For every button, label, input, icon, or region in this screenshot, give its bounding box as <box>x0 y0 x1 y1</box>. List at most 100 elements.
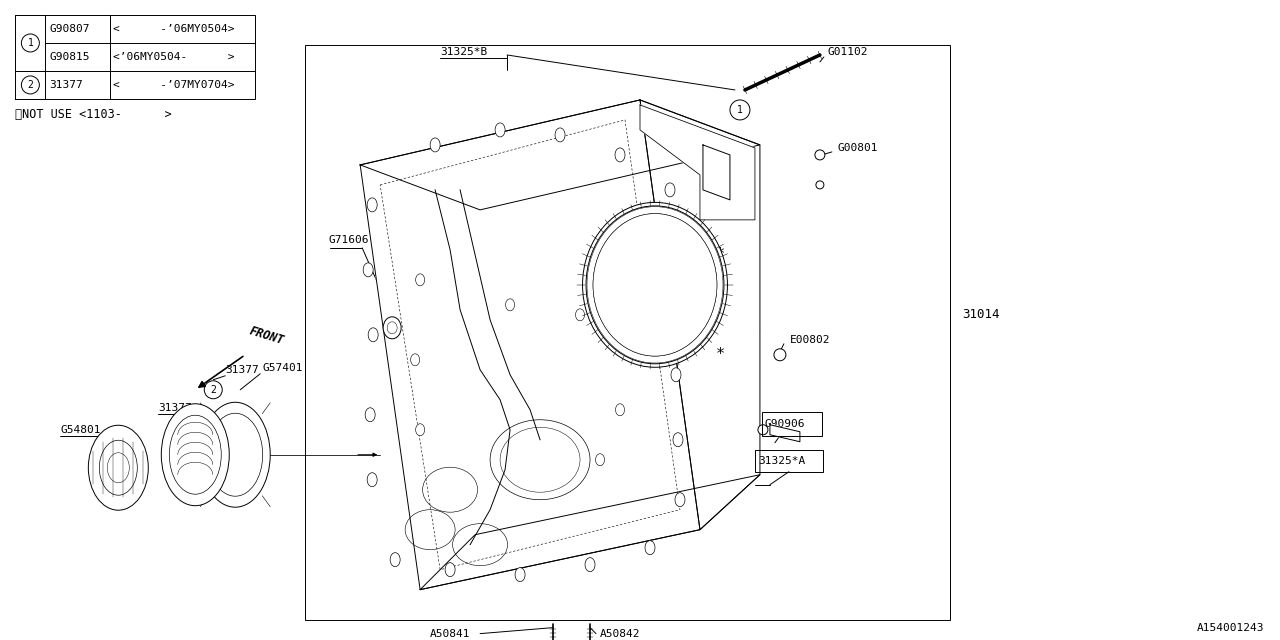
Text: *: * <box>716 247 724 262</box>
Bar <box>755 450 823 472</box>
Ellipse shape <box>383 317 401 339</box>
Ellipse shape <box>636 263 675 307</box>
Bar <box>762 412 822 436</box>
Ellipse shape <box>625 250 685 319</box>
Ellipse shape <box>614 148 625 162</box>
Polygon shape <box>703 145 730 200</box>
Ellipse shape <box>621 246 689 324</box>
Ellipse shape <box>387 322 397 334</box>
Ellipse shape <box>556 128 564 142</box>
Text: 1: 1 <box>737 105 742 115</box>
Text: <      -’06MY0504>: < -’06MY0504> <box>114 24 234 34</box>
Ellipse shape <box>632 259 677 311</box>
Ellipse shape <box>675 493 685 507</box>
Text: G00801: G00801 <box>838 143 878 153</box>
Text: G01102: G01102 <box>828 47 868 57</box>
Ellipse shape <box>673 433 684 447</box>
Text: 31377: 31377 <box>50 80 83 90</box>
Ellipse shape <box>645 541 655 555</box>
Polygon shape <box>360 100 760 210</box>
Bar <box>15 15 255 99</box>
Ellipse shape <box>611 233 700 337</box>
Ellipse shape <box>609 232 701 338</box>
Ellipse shape <box>445 563 456 577</box>
Text: ※NOT USE <1103-      >: ※NOT USE <1103- > <box>15 108 172 122</box>
Text: 31014: 31014 <box>961 308 1000 321</box>
Text: FRONT: FRONT <box>248 324 287 347</box>
Ellipse shape <box>515 568 525 582</box>
Ellipse shape <box>630 256 680 314</box>
Ellipse shape <box>595 454 604 466</box>
Ellipse shape <box>646 275 664 295</box>
Text: A50841: A50841 <box>430 628 470 639</box>
Polygon shape <box>771 425 800 442</box>
Circle shape <box>774 349 786 361</box>
Ellipse shape <box>495 123 506 137</box>
Ellipse shape <box>430 138 440 152</box>
Ellipse shape <box>364 263 374 277</box>
Text: <      -’07MY0704>: < -’07MY0704> <box>114 80 234 90</box>
Ellipse shape <box>585 557 595 572</box>
Ellipse shape <box>390 553 401 566</box>
Ellipse shape <box>586 206 724 364</box>
Ellipse shape <box>416 424 425 436</box>
Ellipse shape <box>200 403 270 507</box>
Ellipse shape <box>411 354 420 366</box>
Text: G90815: G90815 <box>50 52 90 62</box>
Text: 1: 1 <box>27 38 33 48</box>
Ellipse shape <box>600 221 710 348</box>
Text: G90906: G90906 <box>765 419 805 429</box>
Ellipse shape <box>108 452 129 483</box>
Ellipse shape <box>634 260 677 310</box>
Text: 31377: 31377 <box>225 365 259 375</box>
Text: G90807: G90807 <box>50 24 90 34</box>
Ellipse shape <box>88 425 148 510</box>
Ellipse shape <box>576 309 585 321</box>
Ellipse shape <box>620 244 690 325</box>
Text: 31325*B: 31325*B <box>440 47 488 57</box>
Ellipse shape <box>367 198 378 212</box>
Text: G54801: G54801 <box>60 425 101 435</box>
Ellipse shape <box>506 299 515 311</box>
Circle shape <box>815 181 824 189</box>
Ellipse shape <box>593 214 717 356</box>
Ellipse shape <box>161 404 229 506</box>
Ellipse shape <box>617 241 692 328</box>
Text: 2: 2 <box>210 385 216 395</box>
Ellipse shape <box>365 408 375 422</box>
Text: <’06MY0504-      >: <’06MY0504- > <box>114 52 234 62</box>
Text: A50842: A50842 <box>600 628 640 639</box>
Text: *: * <box>716 348 724 362</box>
Ellipse shape <box>582 202 727 367</box>
Polygon shape <box>420 475 760 589</box>
Ellipse shape <box>616 334 625 346</box>
Polygon shape <box>640 100 760 530</box>
Text: E00802: E00802 <box>790 335 831 345</box>
Ellipse shape <box>669 243 680 257</box>
Circle shape <box>815 150 824 160</box>
Text: 31377: 31377 <box>159 403 192 413</box>
Polygon shape <box>360 100 700 589</box>
Text: 2: 2 <box>27 80 33 90</box>
Bar <box>15 15 45 71</box>
Ellipse shape <box>416 274 425 286</box>
Ellipse shape <box>369 328 378 342</box>
Ellipse shape <box>169 415 221 494</box>
Bar <box>15 71 45 99</box>
Ellipse shape <box>100 440 137 495</box>
Ellipse shape <box>600 221 710 348</box>
Ellipse shape <box>367 473 378 486</box>
Bar <box>305 45 950 620</box>
Ellipse shape <box>595 216 716 354</box>
Ellipse shape <box>616 404 625 416</box>
Ellipse shape <box>666 183 675 197</box>
Polygon shape <box>640 105 755 220</box>
Text: 31325*A: 31325*A <box>758 456 805 466</box>
Ellipse shape <box>613 237 698 333</box>
Ellipse shape <box>605 227 705 342</box>
Text: G71606: G71606 <box>328 235 369 245</box>
Text: A154001243: A154001243 <box>1197 623 1265 632</box>
Circle shape <box>758 425 768 435</box>
Text: G57401: G57401 <box>262 363 303 372</box>
Ellipse shape <box>671 368 681 382</box>
